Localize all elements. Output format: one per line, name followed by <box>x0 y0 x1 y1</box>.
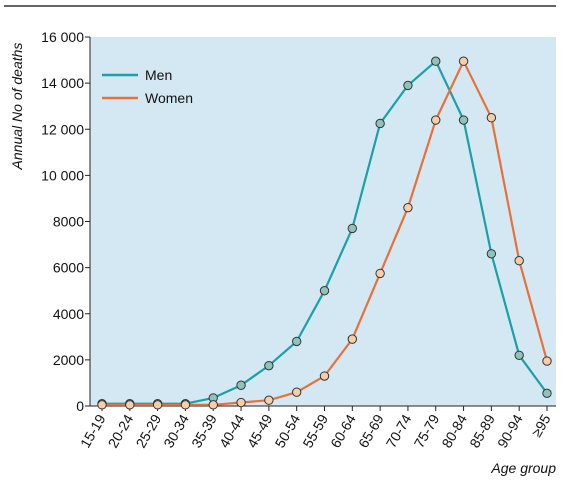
data-point-women <box>458 56 469 66</box>
x-tick-label: 25-29 <box>132 411 164 450</box>
data-point-men <box>347 223 358 234</box>
data-point-women <box>180 400 191 410</box>
data-point-women <box>319 371 330 381</box>
data-point-women <box>152 400 163 410</box>
data-point-men <box>403 80 413 91</box>
x-tick-label: 65-69 <box>355 411 387 450</box>
data-point-women <box>375 268 385 279</box>
x-tick-label: 85-89 <box>466 411 498 450</box>
data-point-men <box>375 118 385 129</box>
y-tick-label: 4000 <box>53 306 84 322</box>
series-group <box>97 56 552 410</box>
x-tick-label: 80-84 <box>438 411 470 450</box>
data-point-women <box>403 202 413 213</box>
data-point-women <box>514 256 524 266</box>
data-point-men <box>542 388 552 399</box>
x-tick-label: 60-64 <box>327 411 359 450</box>
x-tick-label: 70-74 <box>383 411 415 450</box>
data-point-men <box>236 380 246 390</box>
x-ticks: 15-1920-2425-2930-3435-3940-4445-4950-54… <box>77 406 554 451</box>
data-point-men <box>291 336 302 347</box>
y-ticks: 0 2000 4000 6000 8000 10 000 12 000 14 000 16 00… <box>41 29 90 414</box>
data-point-women <box>125 400 135 410</box>
x-tick-label: ≥95 <box>528 411 554 439</box>
data-point-men <box>514 350 524 360</box>
y-tick-label: 6000 <box>53 260 84 276</box>
legend-label-women: Women <box>145 90 193 106</box>
plot-background <box>90 37 556 406</box>
data-point-men <box>458 115 469 125</box>
y-tick-label: 16 000 <box>41 29 84 45</box>
data-point-men <box>264 360 274 371</box>
x-tick-label: 30-34 <box>160 411 192 450</box>
x-tick-label: 90-94 <box>494 411 526 450</box>
y-axis-title: Annual No of deaths <box>9 43 25 171</box>
data-point-women <box>486 113 497 123</box>
data-point-men <box>486 249 497 259</box>
data-point-women <box>97 400 107 410</box>
y-tick-label: 0 <box>76 398 84 414</box>
y-tick-label: 10 000 <box>41 167 84 183</box>
data-point-women <box>431 115 441 125</box>
x-tick-label: 20-24 <box>105 411 137 450</box>
y-tick-label: 14 000 <box>41 75 84 91</box>
data-point-women <box>542 356 552 366</box>
x-tick-label: 75-79 <box>411 411 443 450</box>
y-tick-label: 2000 <box>53 352 84 368</box>
x-tick-label: 50-54 <box>272 411 304 450</box>
data-point-women <box>264 395 274 405</box>
legend-label-men: Men <box>145 67 172 83</box>
x-tick-label: 40-44 <box>216 411 248 450</box>
data-point-men <box>431 56 441 66</box>
y-tick-label: 12 000 <box>41 121 84 137</box>
x-tick-label: 45-49 <box>244 411 276 450</box>
y-tick-label: 8000 <box>53 214 84 230</box>
x-tick-label: 55-59 <box>299 411 331 450</box>
x-tick-label: 15-19 <box>77 411 109 450</box>
data-point-women <box>208 400 218 410</box>
x-tick-label: 35-39 <box>188 411 220 450</box>
legend: Men Women <box>102 67 193 106</box>
data-point-women <box>347 334 358 344</box>
data-point-women <box>291 387 302 397</box>
data-point-women <box>236 397 246 408</box>
x-axis-title: Age group <box>490 460 556 476</box>
data-point-men <box>319 285 330 296</box>
